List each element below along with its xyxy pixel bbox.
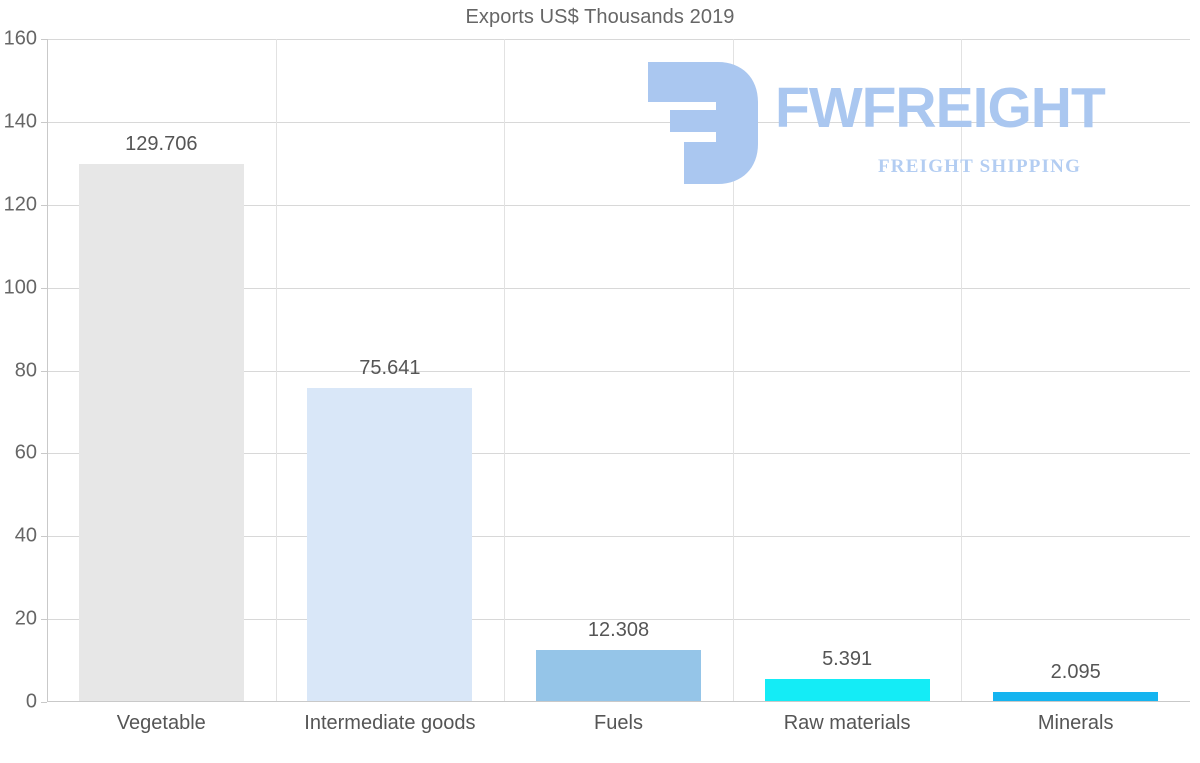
y-axis-tick <box>41 204 47 206</box>
y-axis-tick <box>41 121 47 123</box>
x-axis-category-label: Minerals <box>1037 712 1114 734</box>
bar-value-label: 75.641 <box>359 356 421 379</box>
y-axis-tick-label: 60 <box>14 441 37 464</box>
bar-value-label: 2.095 <box>1050 661 1101 684</box>
y-axis-tick-label: 160 <box>3 27 37 50</box>
y-axis-tick <box>41 536 47 538</box>
category-separator <box>276 39 277 702</box>
y-axis-tick <box>41 619 47 621</box>
x-axis-category-label: Raw materials <box>783 712 911 734</box>
bar[interactable] <box>764 678 930 701</box>
y-axis-tick-label: 80 <box>14 359 37 381</box>
x-axis-category-label: Fuels <box>594 712 643 734</box>
bar-value-label: 12.308 <box>587 618 650 641</box>
gridline <box>47 453 1190 455</box>
gridline <box>47 39 1190 40</box>
y-axis-line <box>47 39 48 702</box>
y-axis-tick <box>41 370 47 372</box>
x-axis-baseline <box>47 701 1190 702</box>
y-axis-tick-label: 0 <box>25 690 37 713</box>
x-axis-category-label: Intermediate goods <box>304 712 476 734</box>
y-axis-tick <box>41 702 47 703</box>
bar[interactable] <box>307 387 473 701</box>
gridline <box>47 536 1190 538</box>
category-separator <box>961 39 962 702</box>
chart-title: Exports US$ Thousands 2019 <box>465 6 735 28</box>
y-axis-tick-label: 40 <box>14 524 37 547</box>
bar-value-label: 129.706 <box>125 132 198 155</box>
bar[interactable] <box>536 650 701 701</box>
y-axis-tick-label: 140 <box>3 110 37 133</box>
y-axis-tick <box>41 39 47 40</box>
x-axis-category-label: Vegetable <box>116 712 206 734</box>
plot-area <box>41 39 1190 703</box>
bar[interactable] <box>78 163 244 701</box>
bar[interactable] <box>993 692 1159 701</box>
category-separator <box>733 39 734 702</box>
category-separator <box>504 39 505 702</box>
y-axis-tick-label: 120 <box>3 193 37 216</box>
y-axis-tick-label: 20 <box>14 607 37 630</box>
y-axis-tick-label: 100 <box>3 276 37 299</box>
y-axis-tick <box>41 453 47 455</box>
y-axis-tick <box>41 287 47 289</box>
gridline <box>47 287 1190 289</box>
gridline <box>47 121 1190 123</box>
gridline <box>47 370 1190 372</box>
gridline <box>47 619 1190 621</box>
bar-value-label: 5.391 <box>822 647 873 670</box>
gridline <box>47 204 1190 206</box>
